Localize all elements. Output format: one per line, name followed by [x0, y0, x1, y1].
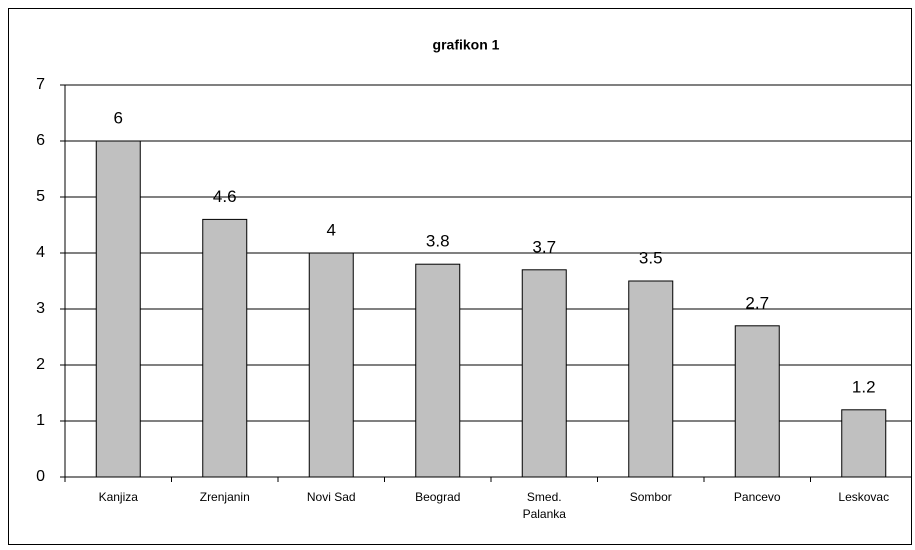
y-tick-label: 3: [36, 300, 45, 317]
bar: [202, 218, 248, 478]
x-tick-label: Beograd: [415, 490, 461, 504]
y-tick-label: 1: [36, 412, 45, 429]
bar: [521, 269, 567, 478]
bar: [95, 140, 141, 478]
bar: [308, 252, 354, 478]
x-tick-label: Novi Sad: [306, 490, 356, 504]
y-tick-label: 7: [36, 76, 45, 93]
data-label: 6: [114, 108, 123, 127]
x-tick-label: Pancevo: [733, 490, 781, 504]
y-tick-label: 0: [36, 468, 45, 485]
x-tick-label: Kanjiza: [98, 490, 138, 504]
x-tick-label: Smed. Palanka: [522, 490, 566, 521]
x-tick-label: Sombor: [629, 490, 672, 504]
data-label: 4: [327, 220, 336, 239]
bar: [415, 263, 461, 478]
x-tick-label: Zrenjanin: [199, 490, 250, 504]
data-label: 4.6: [213, 187, 237, 206]
bar: [841, 409, 887, 478]
x-tick-label: Leskovac: [838, 490, 890, 504]
data-label: 3.8: [426, 232, 450, 251]
y-tick-label: 5: [36, 188, 45, 205]
data-label: 1.2: [852, 377, 876, 396]
chart-title: grafikon 1: [433, 37, 500, 53]
data-label: 3.7: [532, 237, 556, 256]
y-tick-label: 2: [36, 356, 45, 373]
y-tick-label: 6: [36, 132, 45, 149]
bar: [734, 325, 780, 478]
y-tick-label: 4: [36, 244, 45, 261]
data-label: 3.5: [639, 248, 663, 267]
data-label: 2.7: [745, 293, 769, 312]
bar: [628, 280, 674, 478]
